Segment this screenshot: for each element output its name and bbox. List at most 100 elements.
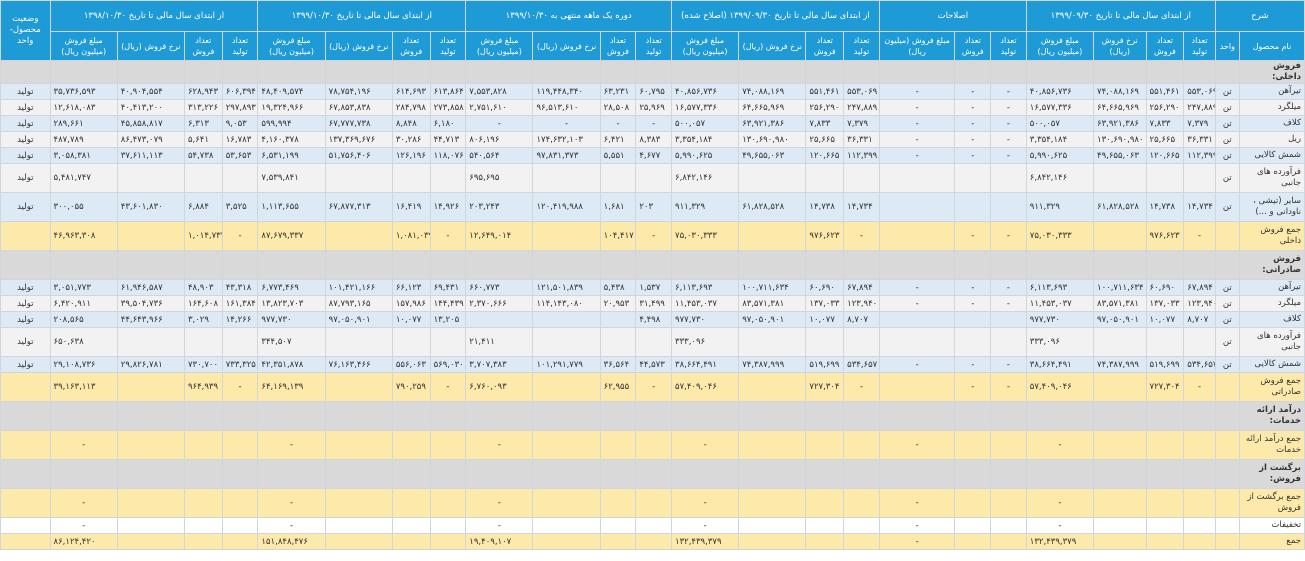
status-cell: تولید bbox=[0, 131, 51, 148]
value-cell bbox=[1093, 327, 1147, 357]
value-cell: ۱۵۷,۹۸۶ bbox=[391, 295, 431, 312]
value-cell bbox=[465, 311, 534, 328]
value-cell bbox=[738, 533, 807, 550]
value-cell: - bbox=[429, 372, 467, 402]
value-cell bbox=[843, 163, 880, 193]
value-cell: ۷۲۷,۳۰۴ bbox=[1145, 372, 1185, 402]
section-filler-cell bbox=[429, 401, 467, 431]
value-cell: ۵,۴۳۸ bbox=[599, 279, 637, 296]
section-filler-cell bbox=[429, 60, 467, 84]
value-cell bbox=[391, 517, 431, 534]
value-cell: ۲۴۷,۸۸۹ bbox=[843, 99, 880, 116]
value-cell: ۶۰,۷۹۵ bbox=[635, 83, 673, 100]
value-cell bbox=[391, 163, 431, 193]
value-cell: ۱۲۶,۱۹۶ bbox=[391, 147, 431, 164]
subheader-g1-sold: تعداد فروش bbox=[1145, 31, 1185, 61]
value-cell: ۶۱,۸۲۸,۵۲۸ bbox=[738, 192, 807, 222]
status-cell: تولید bbox=[0, 192, 51, 222]
value-cell: ۳۴۴,۵۰۷ bbox=[257, 327, 326, 357]
value-cell: - bbox=[878, 356, 956, 373]
section-filler-cell bbox=[954, 459, 992, 489]
value-cell bbox=[532, 221, 601, 251]
unit-cell: تن bbox=[1214, 147, 1240, 164]
value-cell bbox=[116, 488, 185, 518]
section-filler-cell bbox=[49, 250, 118, 280]
value-cell: ۶,۵۳۱,۱۹۹ bbox=[257, 147, 326, 164]
value-cell: ۹,۰۵۳ bbox=[221, 115, 259, 132]
value-cell: ۶۶۰,۷۷۳ bbox=[465, 279, 534, 296]
value-cell bbox=[1145, 430, 1185, 460]
value-cell: - bbox=[429, 221, 467, 251]
value-cell: ۳۱۳,۲۲۶ bbox=[183, 99, 223, 116]
section-filler-cell bbox=[1093, 401, 1147, 431]
value-cell bbox=[221, 430, 259, 460]
section-filler-cell bbox=[324, 459, 393, 489]
value-cell bbox=[843, 517, 880, 534]
value-cell: ۲۰۳ bbox=[635, 192, 673, 222]
section-filler-cell bbox=[1093, 60, 1147, 84]
status-cell bbox=[0, 221, 51, 251]
value-cell: ۷,۵۵۳,۸۲۸ bbox=[465, 83, 534, 100]
value-cell: ۱۹,۴۰۹,۱۰۷ bbox=[465, 533, 534, 550]
value-cell: ۶,۱۱۳,۶۹۳ bbox=[671, 279, 740, 296]
section-filler-cell bbox=[116, 60, 185, 84]
unit-cell: تن bbox=[1214, 192, 1240, 222]
subheader-g4-produced: تعداد تولید bbox=[635, 31, 673, 61]
value-cell: ۳۳۳,۰۹۶ bbox=[671, 327, 740, 357]
value-cell: ۳۶,۳۳۱ bbox=[1183, 131, 1216, 148]
value-cell bbox=[954, 517, 992, 534]
value-cell: ۱۳۰,۶۹۰,۹۸۰ bbox=[738, 131, 807, 148]
value-cell bbox=[391, 488, 431, 518]
subheader-g6-sold: تعداد فروش bbox=[183, 31, 223, 61]
value-cell bbox=[532, 327, 601, 357]
value-cell bbox=[324, 163, 393, 193]
subheader-g5-produced: تعداد تولید bbox=[429, 31, 467, 61]
unit-cell: تن bbox=[1214, 115, 1240, 132]
value-cell: ۹۷۷,۷۳۰ bbox=[257, 311, 326, 328]
subheader-g3-sold: تعداد فروش bbox=[805, 31, 845, 61]
value-cell: - bbox=[878, 279, 956, 296]
value-cell: ۴۰,۹۰۴,۵۵۴ bbox=[116, 83, 185, 100]
section-filler-cell bbox=[843, 459, 880, 489]
value-cell: - bbox=[257, 430, 326, 460]
value-cell: ۸۳,۵۷۱,۳۸۱ bbox=[738, 295, 807, 312]
value-cell bbox=[324, 221, 393, 251]
value-cell: ۷۲۷,۳۰۴ bbox=[805, 372, 845, 402]
section-filler-cell bbox=[843, 401, 880, 431]
value-cell: ۵۱۹,۶۹۹ bbox=[1145, 356, 1185, 373]
value-cell: ۷۴,۰۸۸,۱۶۹ bbox=[738, 83, 807, 100]
subheader-g1-produced: تعداد تولید bbox=[1183, 31, 1216, 61]
value-cell: ۴۴,۵۷۳ bbox=[635, 356, 673, 373]
value-cell bbox=[391, 533, 431, 550]
section-filler-cell bbox=[391, 459, 431, 489]
section-filler-cell bbox=[0, 250, 51, 280]
value-cell bbox=[805, 163, 845, 193]
section-filler-cell bbox=[429, 459, 467, 489]
value-cell bbox=[738, 372, 807, 402]
value-cell: ۱۲۰,۶۶۵ bbox=[1145, 147, 1185, 164]
value-cell bbox=[635, 430, 673, 460]
value-cell: ۲۱,۴۱۱ bbox=[465, 327, 534, 357]
unit-cell: تن bbox=[1214, 295, 1240, 312]
header-month-1399-10: دوره یک ماهه منتهی به ۱۳۹۹/۱۰/۳۰ bbox=[465, 0, 673, 32]
value-cell: - bbox=[1025, 517, 1095, 534]
value-cell: ۱۳۷,۳۶۹,۶۷۶ bbox=[324, 131, 393, 148]
section-filler-cell bbox=[843, 250, 880, 280]
value-cell bbox=[990, 327, 1027, 357]
value-cell: - bbox=[954, 372, 992, 402]
value-cell bbox=[805, 327, 845, 357]
section-header-row: فروش صادراتی: bbox=[0, 250, 1305, 280]
section-filler-cell bbox=[1025, 60, 1095, 84]
status-cell: تولید bbox=[0, 279, 51, 296]
value-cell: ۹۷۶,۶۲۳ bbox=[805, 221, 845, 251]
value-cell bbox=[532, 488, 601, 518]
value-cell: - bbox=[1183, 372, 1216, 402]
value-cell: ۶۹,۴۳۱ bbox=[429, 279, 467, 296]
value-cell: - bbox=[465, 488, 534, 518]
total-row: جمع فروش داخلی -۹۷۶,۶۲۳ ۷۵,۰۳۰,۳۳۳- - -۹۷۶,۶… bbox=[0, 221, 1305, 251]
product-name-cell: شمش کالایی bbox=[1238, 147, 1305, 164]
value-cell: - bbox=[465, 115, 534, 132]
value-cell: ۲۰۳,۲۴۳ bbox=[465, 192, 534, 222]
value-cell: ۵۵۶,۰۶۳ bbox=[391, 356, 431, 373]
value-cell bbox=[183, 163, 223, 193]
